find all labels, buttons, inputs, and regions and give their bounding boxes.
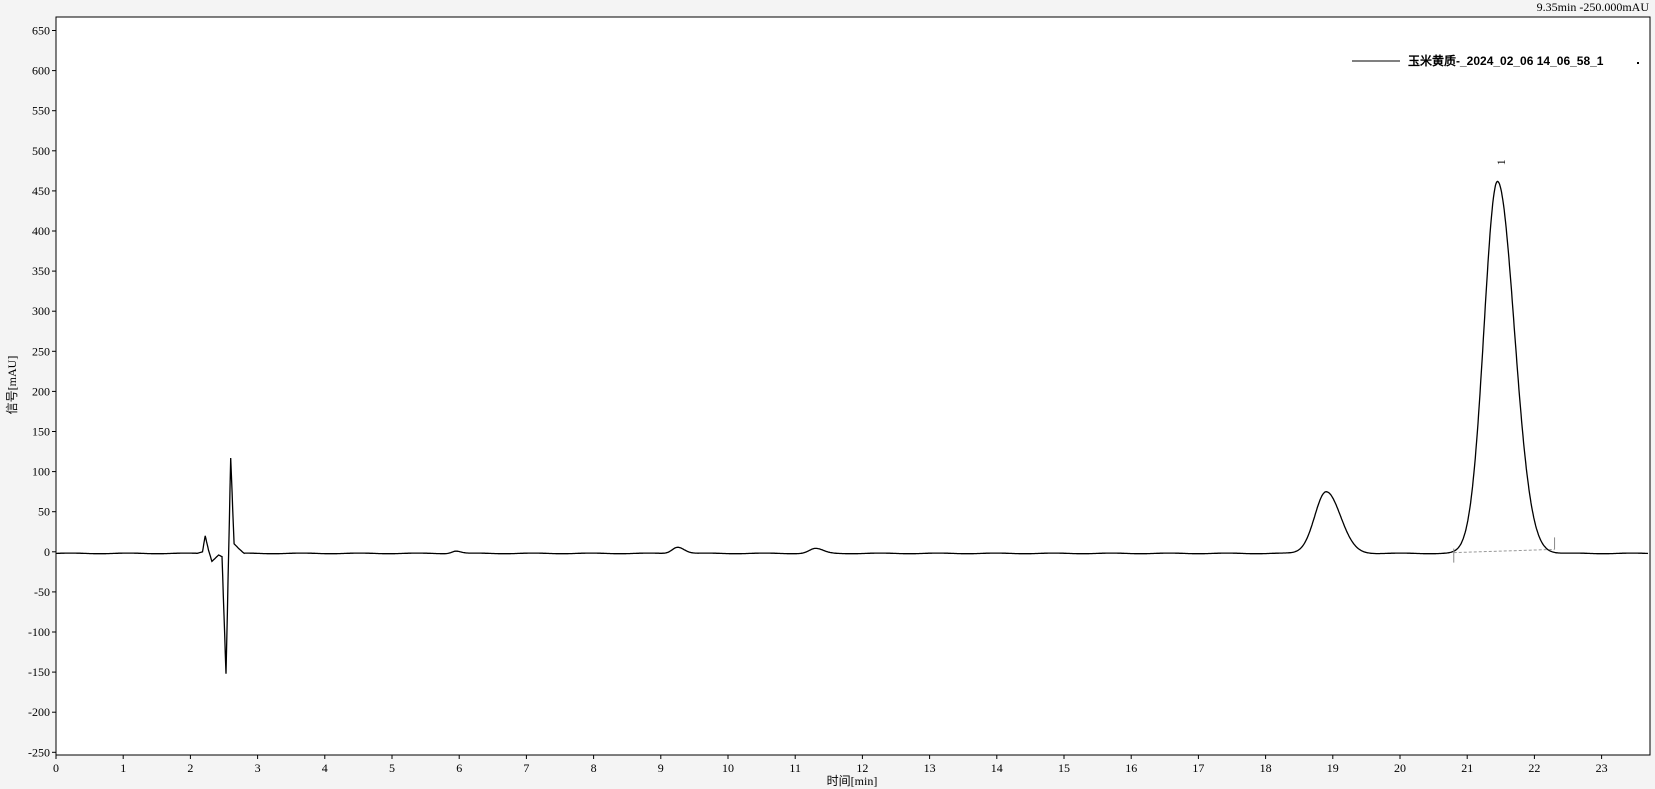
- series-line: [56, 180, 1649, 674]
- x-tick-label: 4: [322, 761, 328, 775]
- y-tick-label: 600: [32, 64, 50, 78]
- x-axis: 0 1 2 3 4 5 6 7 8 9 10 11 12 13 14 15 16 17 18 19 20 21 22 23: [53, 755, 1608, 775]
- x-tick-label: 20: [1394, 761, 1406, 775]
- integration-baseline: [1453, 548, 1555, 554]
- x-tick-label: 17: [1192, 761, 1204, 775]
- y-tick-label: 50: [38, 505, 50, 519]
- x-tick-label: 11: [789, 761, 801, 775]
- y-tick-label: 400: [32, 224, 50, 238]
- x-tick-label: 22: [1528, 761, 1540, 775]
- x-tick-label: 5: [389, 761, 395, 775]
- y-tick-label: 650: [32, 24, 50, 38]
- y-tick-label: 250: [32, 344, 50, 358]
- y-tick-label: 450: [32, 184, 50, 198]
- x-tick-label: 2: [187, 761, 193, 775]
- y-axis-label: 信号[mAU]: [5, 356, 19, 415]
- cursor-readout: 9.35min -250.000mAU: [1536, 0, 1649, 14]
- x-tick-label: 0: [53, 761, 59, 775]
- y-tick-label: 500: [32, 144, 50, 158]
- x-tick-label: 21: [1461, 761, 1473, 775]
- x-tick-label: 16: [1125, 761, 1137, 775]
- x-tick-label: 3: [255, 761, 261, 775]
- y-tick-label: 300: [32, 304, 50, 318]
- y-tick-label: 150: [32, 425, 50, 439]
- y-tick-label: 350: [32, 264, 50, 278]
- x-tick-label: 14: [991, 761, 1003, 775]
- x-tick-label: 13: [924, 761, 936, 775]
- x-tick-label: 7: [523, 761, 529, 775]
- x-tick-label: 10: [722, 761, 734, 775]
- plot-area: [55, 16, 1651, 756]
- y-axis: -250 -200 -150 -100 -50 0 50 100 150 200 250 300 350…: [28, 24, 56, 759]
- legend: 玉米黄质-_2024_02_06 14_06_58_1: [1352, 53, 1639, 68]
- y-tick-label: 100: [32, 465, 50, 479]
- x-tick-label: 6: [456, 761, 462, 775]
- y-tick-label: -200: [28, 705, 50, 719]
- x-tick-label: 23: [1596, 761, 1608, 775]
- y-tick-label: -50: [34, 585, 50, 599]
- x-tick-label: 8: [591, 761, 597, 775]
- legend-entry: 玉米黄质-_2024_02_06 14_06_58_1: [1408, 53, 1604, 68]
- y-tick-label: -100: [28, 625, 50, 639]
- y-tick-label: -250: [28, 745, 50, 759]
- legend-dot: [1637, 62, 1639, 64]
- peak-annotations: 1: [1453, 159, 1556, 563]
- x-tick-label: 19: [1327, 761, 1339, 775]
- y-tick-label: 550: [32, 104, 50, 118]
- x-tick-label: 18: [1260, 761, 1272, 775]
- y-tick-label: -150: [28, 665, 50, 679]
- x-tick-label: 15: [1058, 761, 1070, 775]
- x-tick-label: 9: [658, 761, 664, 775]
- y-tick-label: 200: [32, 384, 50, 398]
- peak-label: 1: [1494, 159, 1508, 165]
- x-axis-label: 时间[min]: [827, 774, 878, 788]
- x-tick-label: 1: [120, 761, 126, 775]
- x-tick-label: 12: [856, 761, 868, 775]
- y-tick-label: 0: [44, 545, 50, 559]
